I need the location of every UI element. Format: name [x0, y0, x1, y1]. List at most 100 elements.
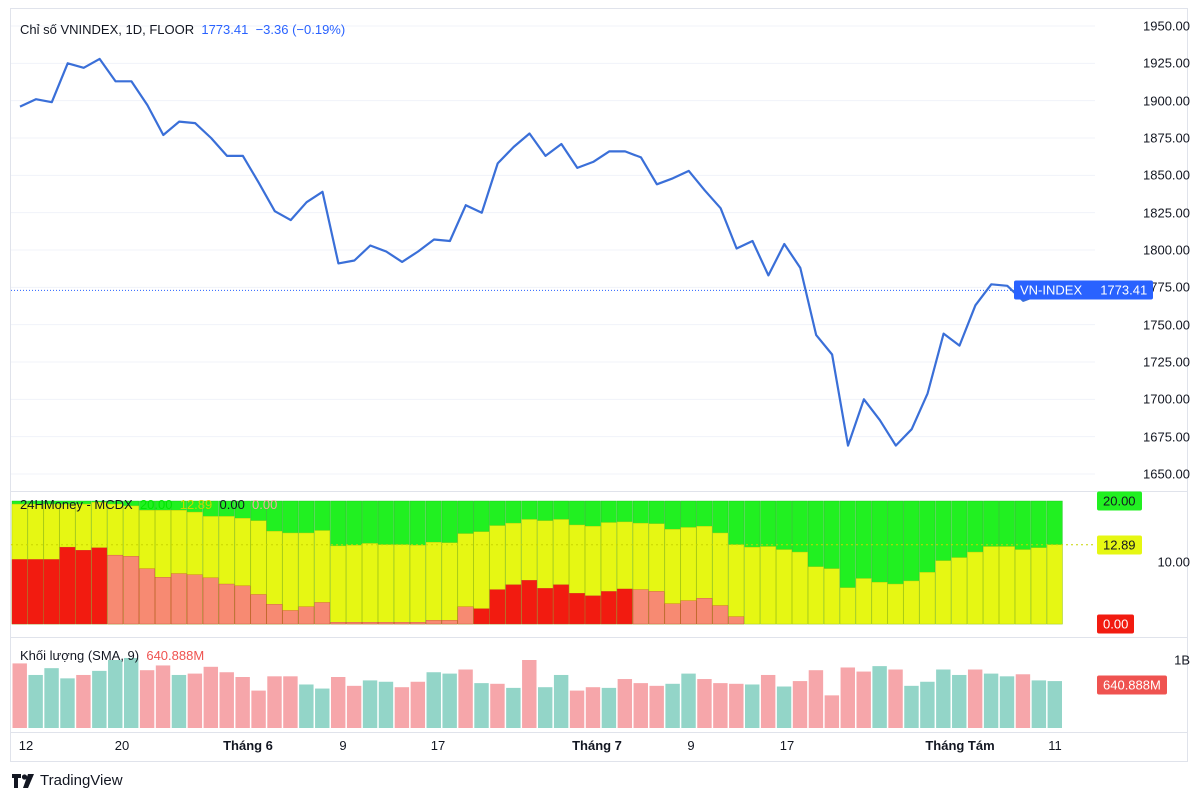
volume-title[interactable]: Khối lượng (SMA, 9) [20, 648, 140, 663]
x-axis-tick: 12 [18, 738, 34, 753]
volume-bar [952, 674, 967, 728]
mcdx-mid-bar [839, 587, 856, 625]
volume-bar [999, 676, 1015, 728]
mcdx-banker-bar [202, 577, 219, 625]
volume-bar [697, 679, 712, 728]
volume-bar [12, 663, 27, 728]
mcdx-banker-bar [569, 593, 585, 625]
mcdx-mid-bar [776, 549, 792, 625]
volume-bar [888, 669, 903, 728]
symbol-title[interactable]: Chỉ số VNINDEX, 1D, FLOOR [20, 22, 195, 37]
price-y-tick: 1675.00 [1143, 429, 1190, 445]
volume-legend: Khối lượng (SMA, 9) 640.888M [20, 648, 204, 663]
price-badge-label: VN-INDEX [1020, 282, 1083, 298]
mcdx-banker-bar [409, 622, 426, 625]
mcdx-banker-bar [648, 591, 665, 625]
volume-bar [44, 668, 59, 728]
price-badge-value: 1773.41 [1100, 282, 1148, 298]
price-y-tick: 1800.00 [1143, 242, 1190, 258]
mcdx-mid-bar [792, 551, 808, 625]
price-change: −3.36 (−0.19%) [255, 22, 346, 37]
mcdx-banker-bar [457, 606, 474, 625]
mcdx-banker-bar [75, 550, 92, 625]
mcdx-mid-bar [808, 566, 824, 625]
mcdx-banker-bar [553, 584, 569, 625]
price-y-tick: 1700.00 [1143, 391, 1190, 407]
volume-bar [330, 677, 346, 728]
last-value: 1773.41 [201, 22, 249, 37]
mcdx-mid-bar [441, 542, 458, 625]
mcdx-banker-bar [378, 622, 394, 625]
mcdx-mid-bar [425, 542, 442, 625]
price-y-tick: 1875.00 [1143, 130, 1190, 146]
mcdx-badge-top: 20.00 [1097, 491, 1142, 511]
volume-bar [904, 685, 919, 728]
price-legend: Chỉ số VNINDEX, 1D, FLOOR 1773.41 −3.36 … [20, 22, 345, 37]
mcdx-banker-bar [171, 573, 187, 625]
volume-bar [251, 690, 266, 728]
volume-bar [203, 666, 219, 728]
mcdx-banker-bar [11, 559, 28, 625]
brand-name: TradingView [40, 772, 123, 789]
volume-bar [139, 670, 155, 728]
volume-bar [362, 680, 378, 728]
mcdx-banker-bar [362, 622, 378, 625]
volume-bar [522, 660, 537, 728]
mcdx-mid-bar [823, 568, 840, 625]
time-axis[interactable] [10, 732, 1188, 762]
x-axis-tick: Tháng Tám [925, 738, 995, 753]
mcdx-mid-bar [760, 546, 776, 625]
mcdx-title[interactable]: 24HMoney - MCDX [20, 497, 133, 512]
mcdx-banker-bar [712, 605, 729, 625]
mcdx-banker-bar [489, 589, 506, 625]
mcdx-banker-bar [696, 598, 713, 625]
volume-sma-value: 640.888M [146, 648, 205, 663]
mcdx-banker-bar [234, 585, 251, 625]
volume-bar [235, 677, 250, 728]
x-axis-tick: 17 [430, 738, 446, 753]
volume-bar [760, 674, 776, 728]
volume-bar [745, 684, 760, 728]
volume-bar [442, 673, 457, 728]
price-y-tick: 1925.00 [1143, 55, 1190, 71]
volume-bar [1031, 680, 1047, 728]
mcdx-banker-bar [282, 610, 299, 625]
mcdx-mid-bar [346, 545, 362, 625]
mcdx-banker-bar [728, 616, 745, 625]
volume-bar [267, 676, 282, 728]
mcdx-banker-bar [266, 604, 283, 625]
mcdx-banker-bar [91, 547, 108, 625]
volume-bar [792, 681, 808, 728]
mcdx-mid-bar [855, 578, 872, 625]
volume-bar [394, 687, 410, 728]
mcdx-banker-bar [187, 574, 203, 625]
volume-bar [490, 683, 505, 728]
volume-bar [936, 669, 951, 728]
volume-bar [856, 671, 871, 728]
mcdx-banker-bar [298, 606, 315, 625]
mcdx-banker-bar [27, 559, 44, 625]
volume-bar [824, 695, 840, 728]
mcdx-banker-bar [664, 603, 681, 625]
mcdx-mid-bar [903, 580, 920, 625]
mcdx-banker-bar [473, 608, 490, 625]
x-axis-tick: 9 [687, 738, 695, 753]
volume-bar [315, 688, 330, 728]
price-y-tick: 1825.00 [1143, 205, 1190, 221]
volume-bar [776, 686, 792, 728]
volume-bar [967, 669, 983, 728]
mcdx-banker-bar [314, 602, 331, 625]
tradingview-logo[interactable]: TradingView [12, 772, 123, 789]
price-y-tick: 1650.00 [1143, 466, 1190, 482]
mcdx-mid-bar [967, 551, 983, 625]
mcdx-banker-bar [139, 568, 155, 625]
mcdx-mid-bar [393, 544, 410, 625]
volume-bar [426, 672, 441, 728]
mcdx-banker-bar [155, 577, 171, 625]
mcdx-mid-bar [330, 545, 347, 625]
volume-bar [665, 683, 680, 728]
mcdx-banker-bar [521, 580, 538, 625]
volume-bar [729, 683, 744, 728]
mcdx-banker-bar [218, 583, 235, 625]
